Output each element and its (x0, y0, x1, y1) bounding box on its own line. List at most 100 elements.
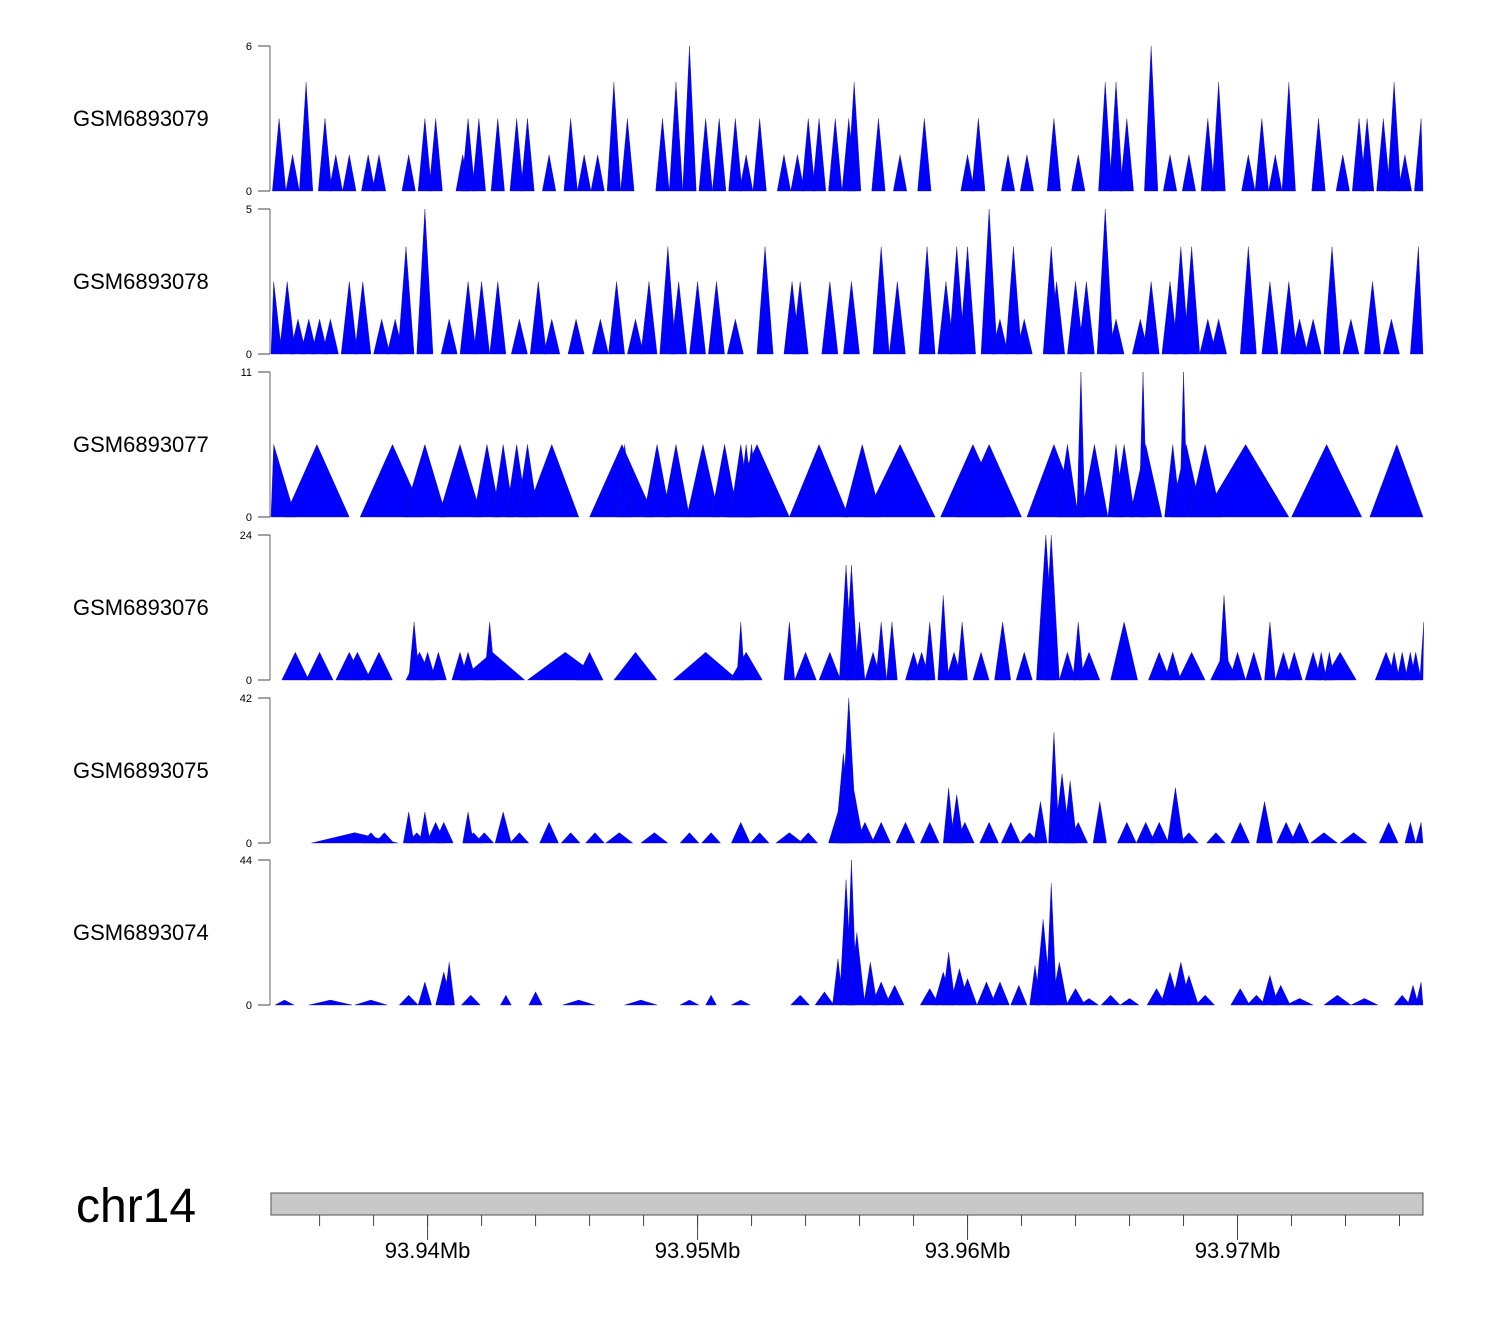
coverage-peak (1360, 118, 1375, 192)
coverage-peak (1245, 651, 1263, 681)
coverage-peak (727, 319, 744, 355)
coverage-peak (1378, 821, 1399, 844)
coverage-peak (917, 118, 932, 192)
coverage-peak (1407, 984, 1419, 1006)
genome-axis: 93.94Mb 93.95Mb 93.96Mb 93.97Mb (319, 1215, 1401, 1263)
coverage-peak (844, 565, 859, 681)
coverage-peak (284, 444, 350, 518)
coverage-peak (1387, 82, 1402, 192)
coverage-peak (729, 651, 763, 681)
coverage-peak (1323, 994, 1352, 1006)
coverage-peak (643, 444, 671, 518)
coverage-peak (843, 281, 860, 355)
coverage-peak (1067, 281, 1084, 355)
coverage-peak (1229, 651, 1246, 681)
y-tick-label: 42 (240, 693, 252, 705)
chromosome-label: chr14 (76, 1180, 196, 1233)
coverage-peak (1404, 821, 1416, 844)
coverage-peak (567, 319, 585, 355)
coverage-peak (606, 82, 621, 192)
coverage-peak (270, 444, 296, 518)
coverage-peak (1206, 832, 1226, 844)
coverage-peak (1113, 444, 1136, 518)
coverage-peak (416, 208, 434, 355)
coverage-peak (1078, 281, 1095, 355)
coverage-peak (1092, 801, 1107, 844)
coverage-peak (679, 999, 700, 1006)
coverage-peak (281, 651, 310, 681)
coverage-peak (1309, 832, 1339, 844)
coverage-peak (1010, 984, 1028, 1006)
coverage-peak (955, 821, 975, 844)
coverage-peak (563, 118, 578, 192)
coverage-peak (1135, 821, 1156, 844)
coverage-peak (1001, 154, 1016, 192)
coverage-peak (798, 832, 819, 844)
coverage-peak (1410, 652, 1422, 681)
coverage-peak (1050, 962, 1068, 1006)
coverage-peak (919, 821, 940, 844)
coverage-peak (1268, 154, 1283, 192)
coverage-peak (1230, 988, 1251, 1006)
coverage-peak (1369, 443, 1424, 518)
coverage-peak (1177, 651, 1206, 681)
coverage-peak (474, 832, 495, 844)
coverage-peak (1142, 281, 1160, 355)
coverage-peak (1241, 154, 1256, 192)
coverage-peak (1117, 821, 1137, 844)
coverage-peak (1119, 998, 1140, 1006)
coverage-peak (752, 118, 767, 192)
coverage-peak (843, 443, 882, 518)
y-tick-label: 0 (246, 1000, 252, 1012)
coverage-peak (972, 651, 990, 681)
coverage-peak (956, 621, 968, 681)
coverage-peak (1335, 154, 1350, 192)
coverage-peak (739, 154, 754, 192)
coverage-peak (818, 651, 841, 681)
coverage-peak (372, 154, 386, 192)
coverage-peak (924, 621, 936, 681)
chromosome-ideogram: chr14 (76, 1180, 1424, 1233)
coverage-peak (1068, 821, 1088, 844)
coverage-peak (1096, 208, 1114, 355)
coverage-peak (343, 651, 372, 681)
coverage-peak (937, 595, 949, 681)
coverage-peak (731, 821, 751, 844)
coverage-peak (419, 651, 436, 681)
coverage-peak (354, 999, 388, 1006)
coverage-peak (686, 444, 720, 518)
coverage-peak (828, 118, 843, 192)
coverage-peak (884, 984, 905, 1006)
y-tick-label: 6 (246, 41, 252, 53)
x-tick-label: 93.94Mb (385, 1238, 471, 1263)
coverage-peak (848, 932, 866, 1006)
coverage-peak (991, 319, 1009, 355)
coverage-peak (417, 981, 432, 1006)
coverage-peak (662, 444, 690, 518)
coverage-peak (886, 621, 898, 681)
coverage-peak (689, 281, 706, 355)
coverage-peak (847, 82, 862, 192)
coverage-peak (1144, 45, 1159, 192)
coverage-peak (1046, 118, 1061, 192)
coverage-peak (543, 319, 561, 355)
coverage-peak (1304, 319, 1322, 355)
coverage-peak (1281, 82, 1296, 192)
coverage-peak (1183, 246, 1200, 355)
coverage-peak (1286, 998, 1314, 1006)
coverage-peak (994, 621, 1011, 681)
coverage-peak (1015, 319, 1033, 355)
coverage-peak (1211, 82, 1226, 192)
coverage-peak (670, 281, 687, 355)
coverage-peak (360, 832, 381, 844)
coverage-peak (1339, 832, 1368, 844)
coverage-peak (434, 821, 454, 844)
coverage-peak (1146, 988, 1167, 1006)
coverage-peak (791, 281, 809, 355)
coverage-peak (1048, 281, 1065, 355)
coverage-peak (528, 991, 543, 1006)
coverage-peak (419, 811, 431, 844)
coverage-peak (1393, 994, 1411, 1006)
coverage-peak (1077, 651, 1101, 681)
